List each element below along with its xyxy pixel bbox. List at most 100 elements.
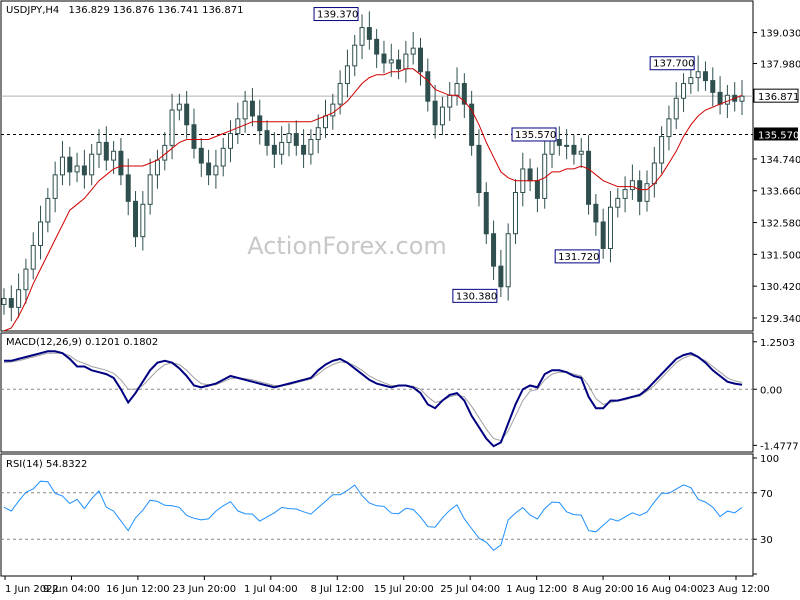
moving-average-line	[3, 68, 743, 332]
candle-body	[125, 174, 131, 202]
watermark: ActionForex.com	[247, 232, 447, 260]
candle-body	[74, 165, 80, 173]
annotation-label: 135.570	[515, 130, 556, 141]
price-tick-label: 139.030	[760, 29, 800, 40]
candle-body	[534, 180, 540, 199]
candle-body	[461, 83, 467, 105]
x-tick-label: 15 Jul 20:00	[374, 584, 434, 595]
candle-body	[556, 138, 562, 146]
candle-body	[23, 268, 29, 291]
candle-body	[52, 174, 58, 199]
candle-body	[717, 91, 723, 105]
candle-body	[279, 141, 285, 155]
candle-body	[586, 150, 592, 205]
candle-body	[600, 221, 606, 249]
x-tick-label: 16 Jun 12:00	[106, 584, 170, 595]
candle-body	[293, 133, 299, 146]
candle-body	[469, 103, 475, 146]
candle-body	[483, 192, 489, 235]
rsi-tick-label: 30	[760, 535, 773, 546]
candle-body	[103, 141, 109, 161]
macd-tick-label: 0.00	[760, 385, 782, 396]
candle-body	[447, 94, 453, 108]
candle-body	[410, 47, 416, 55]
candle-body	[425, 71, 431, 102]
candle-body	[454, 83, 460, 96]
candle-body	[213, 165, 219, 176]
candle-body	[564, 144, 570, 147]
candle-body	[264, 130, 270, 146]
candle-body	[739, 95, 745, 102]
candle-body	[8, 298, 14, 308]
annotation-box	[649, 56, 695, 71]
price-tick-label: 131.500	[760, 250, 800, 261]
rsi-tick-label: 100	[760, 454, 779, 465]
candle-body	[184, 103, 190, 126]
candle-body	[651, 162, 657, 185]
rsi-title: RSI(14) 54.8322	[6, 459, 87, 470]
rsi-tick-label: 70	[760, 489, 773, 500]
candle-body	[1, 298, 7, 305]
candle-body	[593, 203, 599, 223]
x-tick-label: 23 Jun 20:00	[173, 584, 237, 595]
candle-body	[301, 144, 307, 155]
candle-body	[133, 200, 139, 238]
candle-body	[498, 265, 504, 288]
candle-body	[220, 147, 226, 167]
candle-body	[403, 53, 409, 70]
candle-body	[615, 197, 621, 208]
price-tick-label: 132.580	[760, 219, 800, 230]
candle-body	[271, 144, 277, 155]
x-tick-label: 1 Jun 2022	[5, 584, 59, 595]
annotation-label: 137.700	[653, 59, 694, 70]
candle-body	[344, 65, 350, 85]
x-tick-label: 8 Jul 12:00	[310, 584, 364, 595]
candle-body	[198, 147, 204, 164]
candle-body	[396, 59, 402, 70]
candle-body	[374, 38, 380, 55]
macd-tick-label: -1.4777	[760, 441, 799, 452]
candle-body	[59, 156, 65, 176]
candle-body	[359, 27, 365, 46]
candle-body	[147, 174, 153, 205]
candle-body	[140, 203, 146, 238]
candle-body	[476, 144, 482, 194]
x-tick-label: 25 Jul 04:00	[440, 584, 500, 595]
candle-body	[659, 136, 665, 164]
candle-body	[45, 197, 51, 223]
annotation-box	[554, 249, 600, 264]
candle-body	[176, 103, 182, 111]
annotation-label: 131.720	[558, 252, 599, 263]
candle-body	[622, 189, 628, 199]
support-price-label: 135.570	[758, 130, 799, 141]
candle-body	[439, 106, 445, 126]
candle-body	[352, 44, 358, 67]
candle-body	[673, 97, 679, 120]
price-tick-label: 137.980	[760, 59, 800, 70]
macd-tick-label: 1.2503	[760, 338, 795, 349]
candle-body	[571, 144, 577, 155]
candle-body	[505, 233, 511, 288]
candle-body	[38, 221, 44, 247]
candle-body	[644, 183, 650, 202]
macd-line	[4, 350, 743, 448]
candle-body	[491, 233, 497, 267]
candle-body	[169, 109, 175, 146]
candle-body	[629, 180, 635, 191]
annotation-box	[313, 7, 359, 22]
current-price-label: 136.871	[758, 92, 799, 103]
candle-body	[118, 150, 124, 176]
candle-body	[549, 138, 555, 155]
candle-body	[286, 133, 292, 143]
annotation-label: 139.370	[317, 10, 358, 21]
candle-body	[637, 180, 643, 202]
candle-body	[308, 138, 314, 155]
candle-body	[242, 100, 248, 120]
annotation-box	[511, 127, 557, 142]
x-tick-label: 1 Aug 12:00	[506, 584, 567, 595]
annotation-label: 130.380	[456, 291, 497, 302]
candle-body	[388, 59, 394, 64]
candle-body	[681, 83, 687, 99]
candle-body	[191, 124, 197, 149]
